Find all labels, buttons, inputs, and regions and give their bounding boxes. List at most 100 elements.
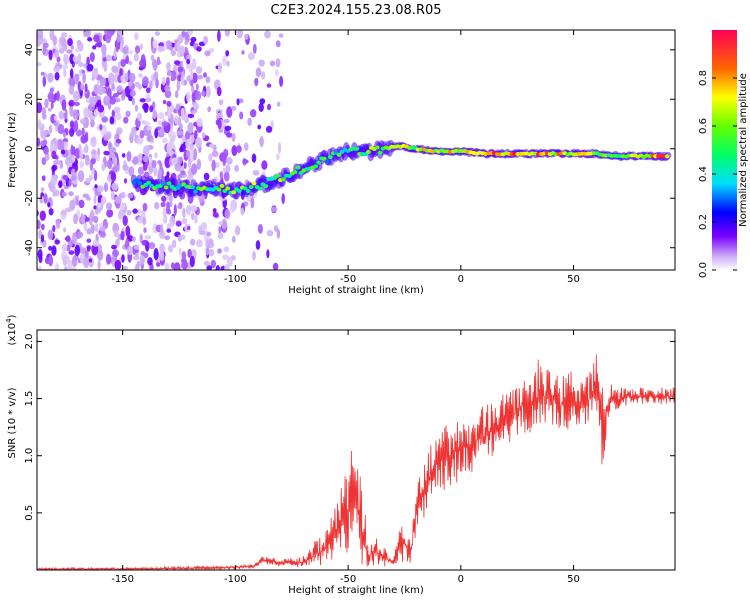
noise-blob <box>171 157 178 165</box>
noise-blob <box>275 40 281 48</box>
noise-blob <box>121 89 126 98</box>
noise-blob <box>132 236 136 243</box>
noise-blob <box>88 258 93 263</box>
noise-blob <box>68 101 74 106</box>
noise-blob <box>225 50 230 57</box>
noise-blob <box>86 238 92 243</box>
noise-blob <box>51 165 56 173</box>
noise-blob <box>154 31 160 36</box>
noise-blob <box>208 248 215 257</box>
noise-blob <box>243 142 249 151</box>
noise-blob <box>175 90 179 99</box>
noise-blob <box>128 60 133 66</box>
noise-blob <box>47 91 55 103</box>
noise-blob <box>186 54 190 60</box>
noise-blob <box>169 193 173 204</box>
noise-blob <box>187 226 191 230</box>
noise-blob <box>166 171 170 178</box>
noise-blob <box>191 91 196 103</box>
noise-blob <box>83 222 88 232</box>
noise-blob <box>155 78 159 89</box>
noise-blob <box>48 124 53 134</box>
noise-blob <box>95 154 101 162</box>
noise-blob <box>211 159 216 172</box>
noise-blob <box>139 254 145 265</box>
x-tick-label: -50 <box>340 274 356 285</box>
noise-blob <box>114 98 121 103</box>
noise-blob <box>48 245 53 251</box>
noise-blob <box>222 167 226 173</box>
noise-blob <box>55 218 61 229</box>
noise-blob <box>151 160 157 168</box>
noise-blob <box>252 169 260 176</box>
noise-blob <box>197 74 204 80</box>
noise-blob <box>91 148 97 159</box>
noise-blob <box>136 136 144 145</box>
noise-blob <box>83 63 88 68</box>
noise-blob <box>184 40 188 46</box>
noise-blob <box>243 33 249 40</box>
noise-blob <box>89 96 97 107</box>
noise-blob <box>77 170 85 183</box>
snr-frame <box>36 329 676 571</box>
noise-blob <box>145 97 152 103</box>
noise-blob <box>166 223 171 231</box>
noise-blob <box>164 84 171 92</box>
noise-blob <box>89 52 95 62</box>
noise-blob <box>195 137 202 149</box>
noise-blob <box>78 199 85 209</box>
noise-blob <box>161 137 168 144</box>
noise-blob <box>154 128 159 139</box>
noise-blob <box>267 103 271 111</box>
ridge-core <box>292 170 298 174</box>
noise-blob <box>181 251 187 262</box>
noise-blob <box>147 129 152 142</box>
noise-blob <box>195 83 199 91</box>
noise-blob <box>278 33 284 38</box>
ridge-core <box>374 145 380 150</box>
noise-blob <box>255 240 261 250</box>
noise-blob <box>180 107 185 118</box>
noise-blob <box>83 32 87 38</box>
noise-blob <box>120 230 125 241</box>
noise-blob <box>83 107 89 118</box>
colorbar-tick-label: 0.8 <box>698 70 709 86</box>
noise-blob <box>264 30 271 39</box>
noise-blob <box>90 136 97 148</box>
noise-blob <box>222 55 228 67</box>
noise-blob <box>261 160 268 170</box>
noise-blob <box>126 246 133 256</box>
noise-blob <box>157 167 163 179</box>
ridge-core <box>377 150 383 155</box>
noise-blob <box>105 202 113 211</box>
noise-blob <box>129 90 136 97</box>
noise-blob <box>194 214 198 224</box>
noise-blob <box>259 98 266 105</box>
noise-blob <box>231 145 238 157</box>
noise-blob <box>41 157 47 166</box>
noise-blob <box>196 117 203 127</box>
noise-blob <box>134 252 139 260</box>
y-tick-label: 1.0 <box>24 448 35 464</box>
noise-blob <box>188 147 194 160</box>
noise-blob <box>109 116 115 125</box>
noise-blob <box>221 218 228 230</box>
snr-y-label: SNR (10 * v/v) <box>7 387 18 458</box>
noise-blob <box>73 90 80 102</box>
noise-blob <box>69 53 75 65</box>
noise-blob <box>85 159 90 166</box>
noise-blob <box>57 123 65 135</box>
noise-blob <box>43 193 48 204</box>
noise-blob <box>81 214 87 223</box>
noise-blob <box>250 109 257 118</box>
noise-blob <box>142 145 150 156</box>
ridge-core <box>193 189 198 194</box>
noise-blob <box>97 250 104 261</box>
noise-blob <box>224 208 231 220</box>
noise-blob <box>123 178 128 184</box>
noise-blob <box>48 208 54 216</box>
noise-blob <box>139 130 145 139</box>
noise-blob <box>91 69 99 79</box>
noise-blob <box>93 84 101 95</box>
noise-blob <box>132 208 138 214</box>
